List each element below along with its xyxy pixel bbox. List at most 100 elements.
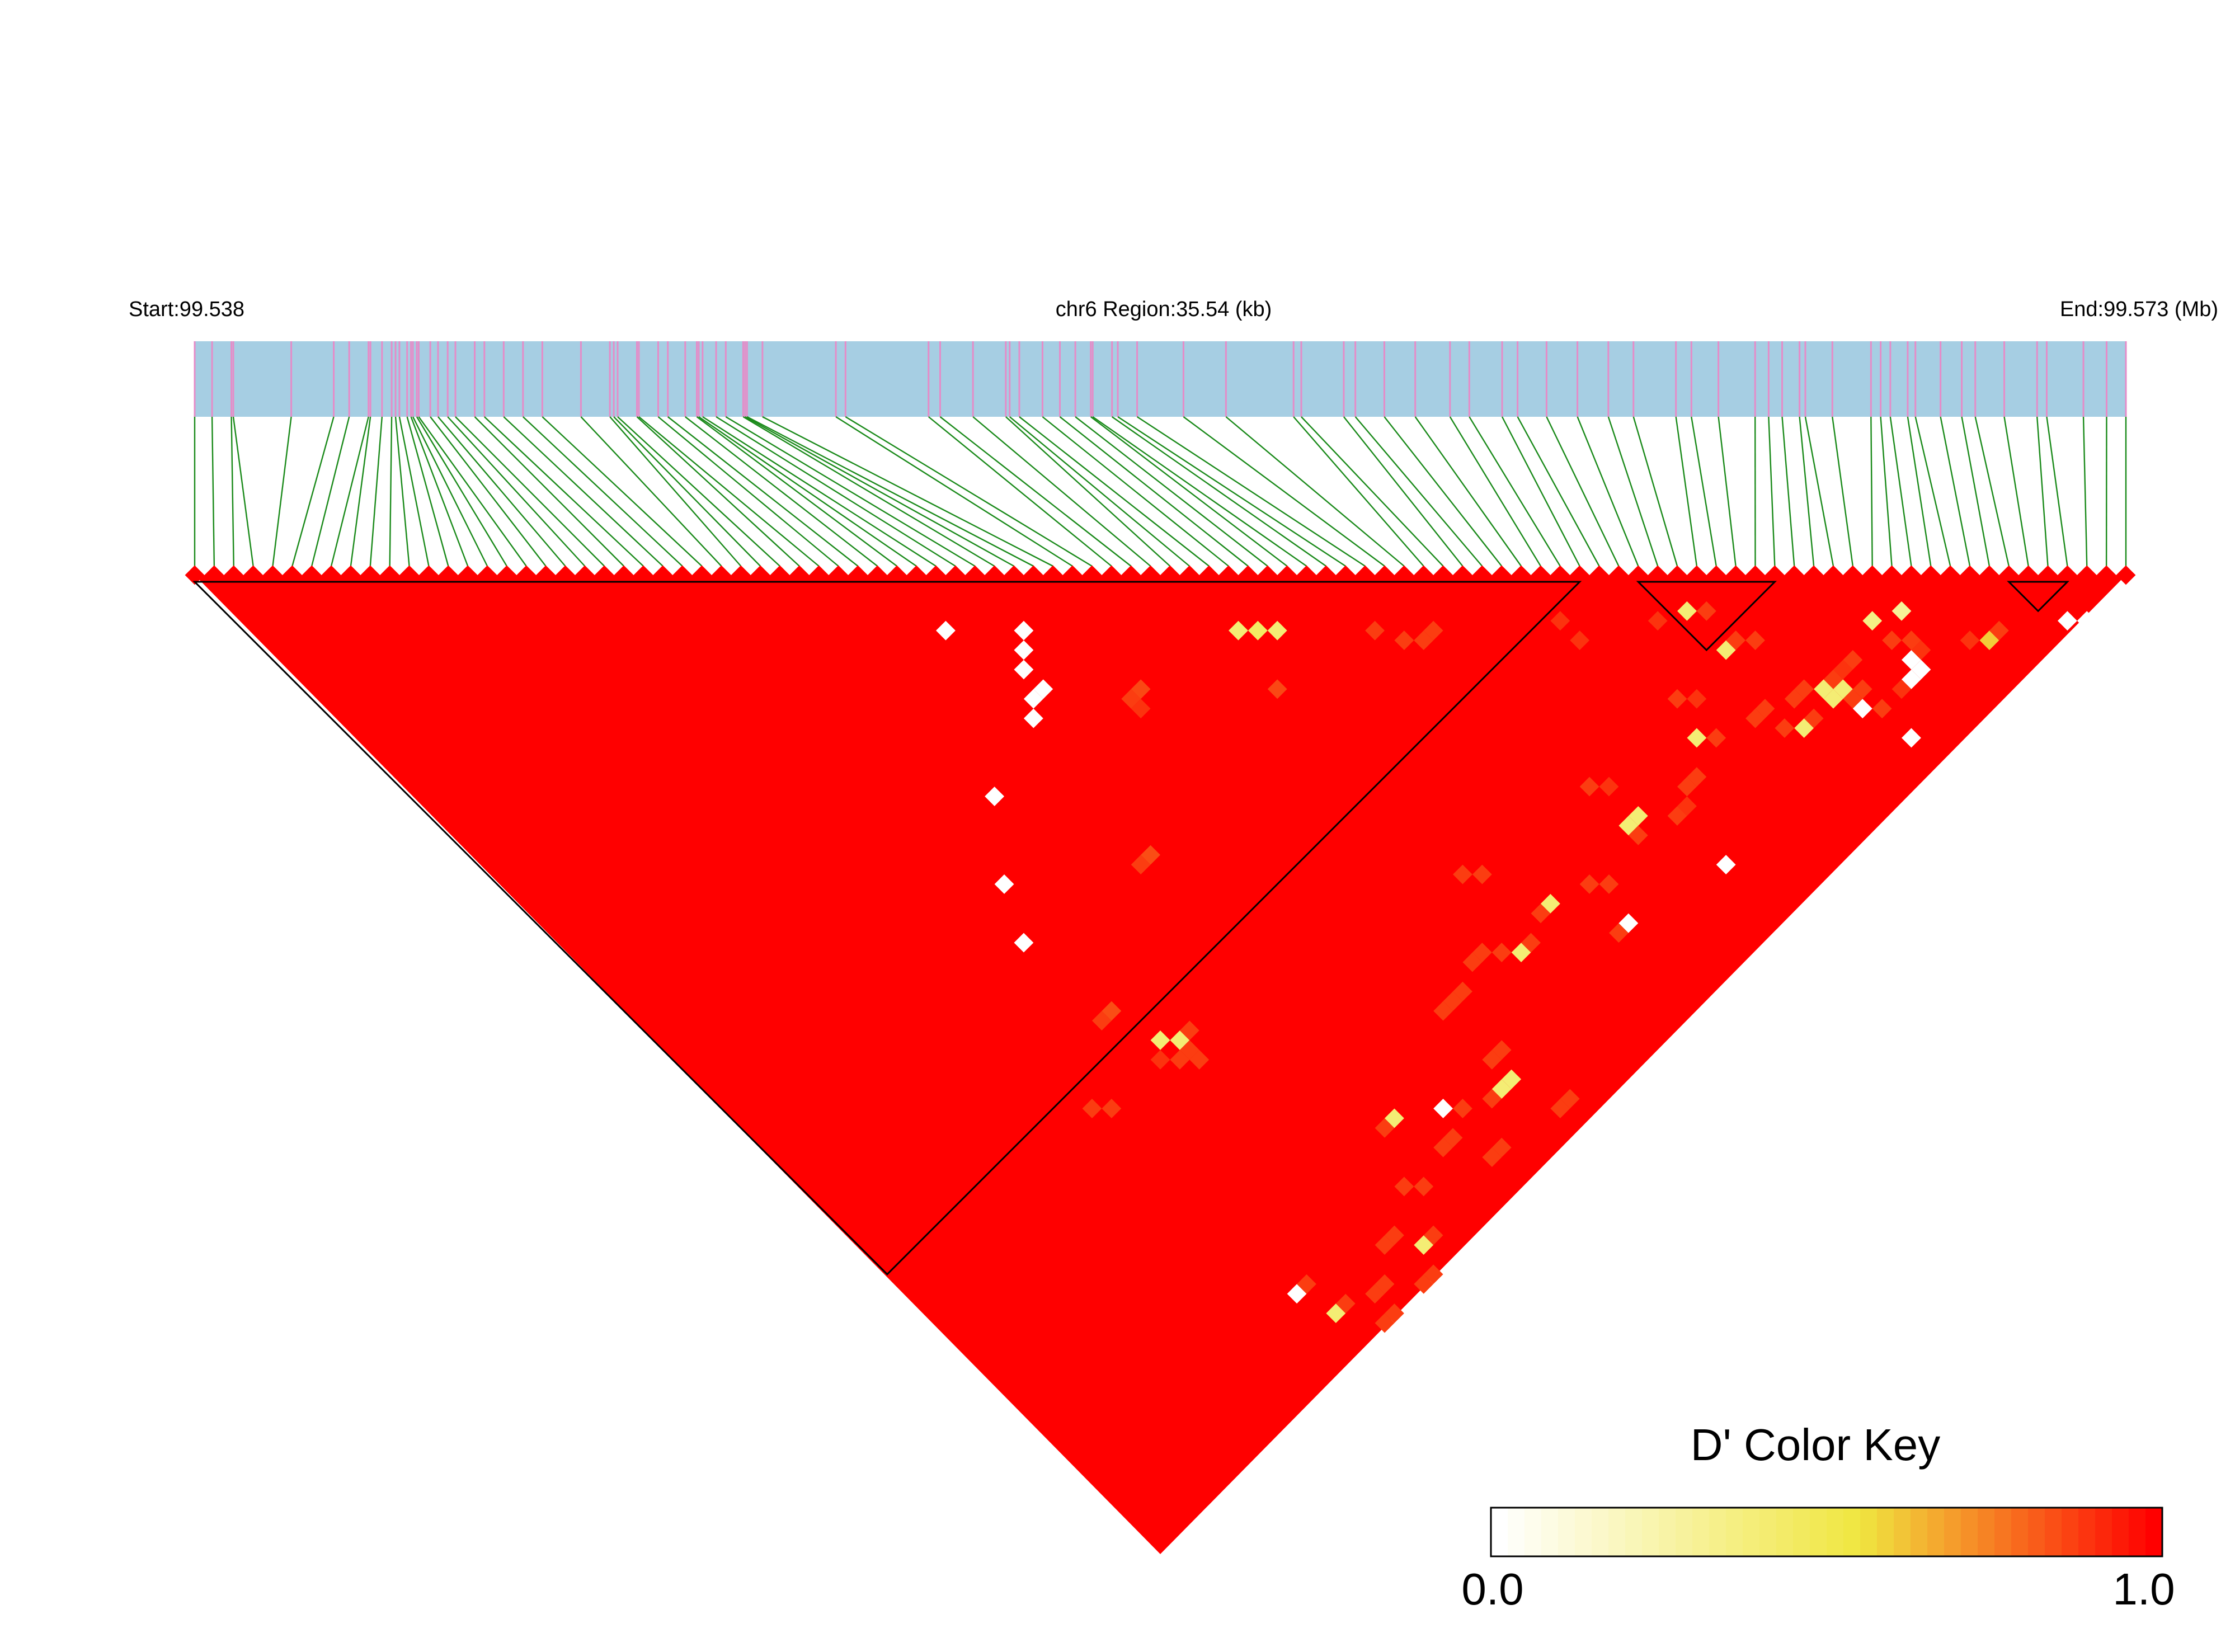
ld-cell (1482, 1049, 1502, 1070)
snp-connector (1183, 416, 1385, 567)
ld-cell (2077, 611, 2097, 631)
ld-cell (1755, 699, 1775, 719)
snp-connector (636, 416, 800, 567)
ld-cell (1502, 1069, 1522, 1089)
ld-missing-cell (994, 874, 1014, 894)
ld-cell (1843, 650, 1863, 670)
snp-connector (745, 416, 1015, 567)
ld-cell (1618, 913, 1639, 933)
ld-cell (1453, 1099, 1472, 1118)
color-key-strip (2145, 1508, 2163, 1556)
color-key-strip (1692, 1508, 1710, 1556)
ld-missing-cell (936, 620, 956, 641)
snp-connector (1832, 416, 1854, 567)
color-key-strip (1592, 1508, 1609, 1556)
region-label: chr6 Region:35.54 (kb) (1056, 298, 1272, 321)
ld-cell (1726, 630, 1746, 651)
snp-connector (1005, 416, 1171, 567)
ld-cell (1229, 620, 1248, 641)
snp-connector (657, 416, 839, 567)
ld-cell (1911, 660, 1931, 680)
ld-cell (1082, 1099, 1102, 1118)
color-key-strip (1944, 1508, 1961, 1556)
snp-connector (580, 416, 722, 567)
ld-cell (1414, 1274, 1434, 1294)
ld-cell (1150, 1049, 1170, 1070)
ld-cell (1794, 679, 1814, 699)
ld-cell (1511, 943, 1531, 962)
snp-connector (1546, 416, 1620, 567)
ld-missing-cell (1014, 640, 1034, 660)
ld-cell (1872, 699, 1892, 719)
snp-connector (613, 416, 761, 567)
color-key-strip (1524, 1508, 1542, 1556)
ld-cell (1521, 933, 1541, 953)
snp-connector (1577, 416, 1639, 567)
ld-cell (1618, 816, 1639, 836)
snp-connector-lines (194, 416, 2127, 567)
snp-connector (617, 416, 780, 567)
ld-cell (1843, 689, 1863, 709)
ld-cell (1267, 620, 1287, 641)
snp-connector (1090, 416, 1288, 567)
ld-cell (1491, 1040, 1512, 1060)
snp-connector (1384, 416, 1503, 567)
color-key-strip (1776, 1508, 1794, 1556)
ld-cell (1141, 845, 1160, 865)
ld-cell (1414, 1176, 1434, 1197)
snp-connector (609, 416, 742, 567)
color-key-strip (1659, 1508, 1676, 1556)
ld-cell (1375, 1235, 1395, 1255)
snp-connector (291, 416, 335, 567)
snp-connector (503, 416, 664, 567)
ld-cell (1833, 660, 1853, 680)
ld-cell (1384, 1108, 1404, 1128)
snp-connector (211, 416, 215, 567)
snp-connector (230, 416, 234, 567)
ld-cell (1579, 776, 1599, 797)
snp-connector (1092, 416, 1307, 567)
ld-cell (1102, 1099, 1122, 1118)
ld-cell (1823, 689, 1843, 709)
snp-connector (1961, 416, 1991, 567)
ld-cell (1579, 874, 1599, 894)
color-key-strip (1608, 1508, 1626, 1556)
snp-connector (762, 416, 1053, 567)
snp-connector (1343, 416, 1464, 567)
snp-tick-group (194, 341, 2127, 417)
snp-connector (350, 416, 371, 567)
snp-connector (430, 416, 547, 567)
snp-connector (702, 416, 937, 567)
ld-cell (1443, 991, 1463, 1011)
snp-connector (972, 416, 1151, 567)
color-key-strip (2095, 1508, 2112, 1556)
snp-connector (389, 416, 393, 567)
ld-cell (1453, 864, 1472, 884)
snp-connector (667, 416, 859, 567)
ld-cell (1852, 699, 1872, 719)
snp-connector (406, 416, 449, 567)
ld-cell (1608, 923, 1629, 943)
ld-missing-cell (1023, 708, 1043, 728)
ld-cell (1375, 1313, 1395, 1333)
ld-cell (1667, 689, 1687, 709)
snp-connector (696, 416, 897, 567)
color-key-strip (1575, 1508, 1592, 1556)
ld-cell (1599, 776, 1619, 797)
color-key-strip (1860, 1508, 1878, 1556)
snp-connector (1059, 416, 1249, 567)
color-key-strip (2062, 1508, 2079, 1556)
ld-cell (1179, 1020, 1199, 1041)
ld-cell (1687, 689, 1707, 709)
snp-connector (1009, 416, 1191, 567)
ld-cell (1131, 699, 1151, 719)
ld-missing-cell (985, 787, 1005, 806)
ld-cell (1628, 806, 1648, 826)
snp-connector (1914, 416, 1951, 567)
ld-missing-cell (1033, 679, 1053, 699)
snp-connector (1691, 416, 1717, 567)
color-key-min-label: 0.0 (1461, 1564, 1523, 1614)
snp-connector (437, 416, 566, 567)
snp-connector (1414, 416, 1522, 567)
